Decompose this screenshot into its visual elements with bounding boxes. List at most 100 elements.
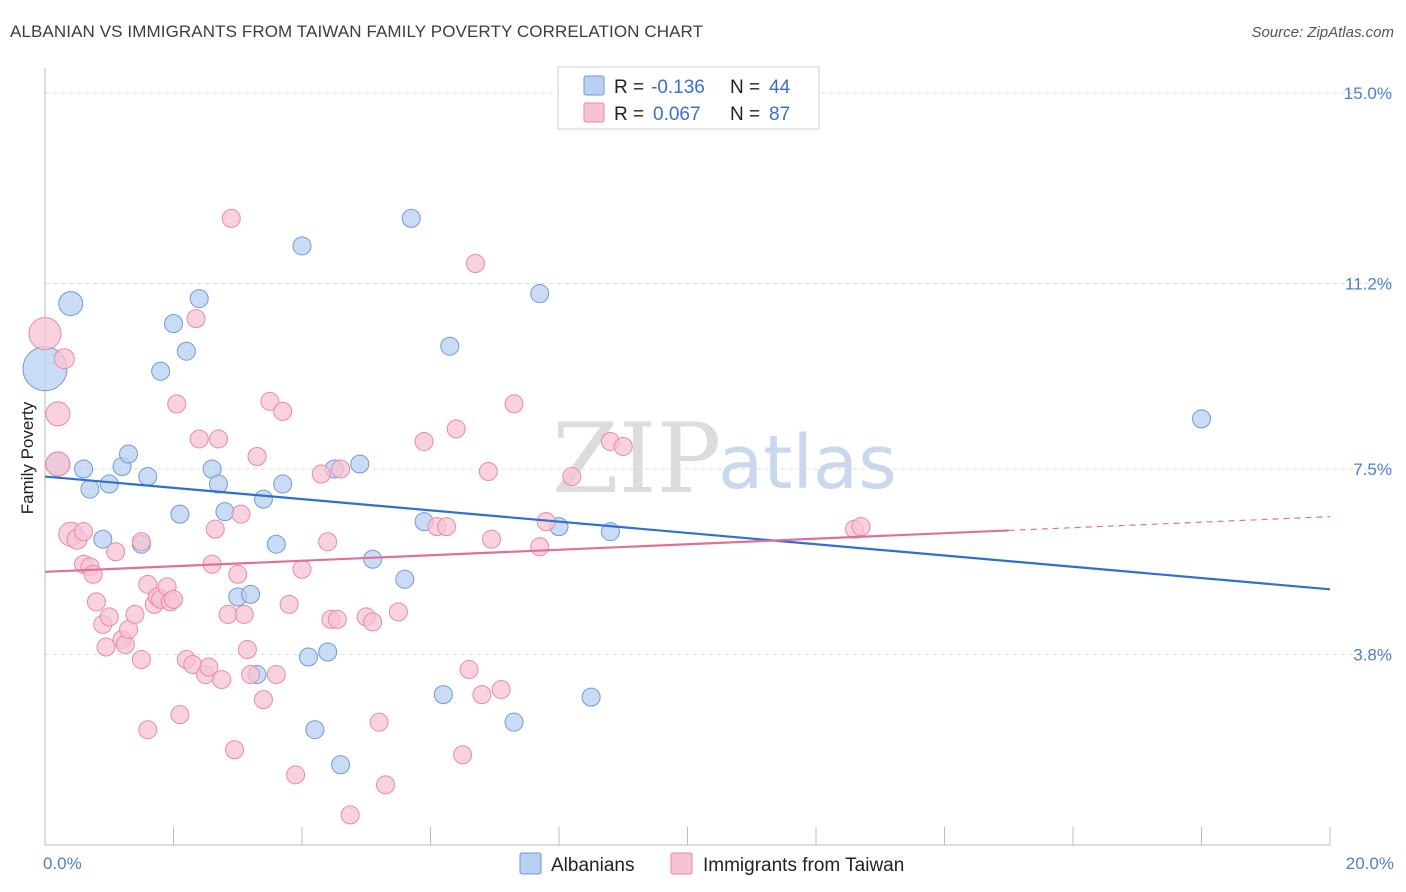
point-taiwan-86 — [851, 517, 871, 537]
point-taiwan-12 — [96, 637, 116, 657]
legend-n-label-2: N = — [730, 104, 760, 125]
y-tick-label-3: 15.0% — [1344, 84, 1392, 103]
point-albanians-26 — [298, 647, 318, 667]
point-taiwan-65 — [369, 712, 389, 732]
point-taiwan-21 — [138, 574, 158, 594]
point-albanians-4 — [80, 479, 100, 499]
y-tick-label-0: 3.8% — [1353, 646, 1392, 665]
point-taiwan-79 — [504, 394, 524, 414]
point-taiwan-1 — [45, 401, 71, 427]
point-albanians-38 — [504, 712, 524, 732]
point-taiwan-6 — [74, 522, 94, 542]
point-taiwan-49 — [247, 446, 267, 466]
point-taiwan-67 — [388, 602, 408, 622]
point-taiwan-56 — [292, 559, 312, 579]
point-taiwan-71 — [446, 419, 466, 439]
point-taiwan-48 — [241, 665, 261, 685]
chart-title: ALBANIAN VS IMMIGRANTS FROM TAIWAN FAMIL… — [10, 22, 704, 41]
point-taiwan-70 — [437, 517, 457, 537]
bottom-legend-swatch-albanians — [519, 852, 542, 875]
watermark: ZIP atlas — [552, 403, 897, 515]
point-taiwan-55 — [286, 765, 306, 785]
point-albanians-30 — [350, 454, 370, 474]
point-taiwan-58 — [318, 532, 338, 552]
x-tick-labels: 0.0% 20.0% — [43, 854, 1394, 873]
legend-r-label-1: R = — [614, 77, 644, 98]
point-taiwan-44 — [228, 564, 248, 584]
watermark-atlas: atlas — [718, 420, 897, 506]
point-taiwan-45 — [231, 504, 251, 524]
point-taiwan-41 — [218, 604, 238, 624]
trend-line-taiwan-extension — [1008, 516, 1331, 532]
point-taiwan-54 — [279, 594, 299, 614]
point-taiwan-38 — [205, 519, 225, 539]
point-taiwan-62 — [340, 805, 360, 825]
point-taiwan-3 — [53, 348, 75, 370]
point-taiwan-75 — [472, 685, 492, 705]
point-albanians-3 — [74, 459, 94, 479]
bottom-legend-label-taiwan: Immigrants from Taiwan — [703, 855, 904, 876]
point-albanians-25 — [292, 236, 312, 256]
point-taiwan-76 — [478, 462, 498, 482]
point-taiwan-73 — [459, 660, 479, 680]
point-albanians-20 — [273, 474, 293, 494]
watermark-zip: ZIP — [552, 403, 721, 515]
point-albanians-28 — [318, 642, 338, 662]
data-points — [22, 208, 1211, 825]
point-taiwan-61 — [331, 459, 351, 479]
point-taiwan-10 — [86, 592, 106, 612]
point-taiwan-77 — [482, 529, 502, 549]
correlation-legend: R = -0.136 N = 44 R = 0.067 N = 87 — [557, 66, 820, 130]
point-taiwan-0 — [28, 317, 62, 351]
legend-swatch-albanians — [583, 75, 605, 96]
point-albanians-27 — [305, 720, 325, 740]
point-taiwan-72 — [453, 745, 473, 765]
legend-n-label-1: N = — [730, 77, 760, 98]
point-albanians-34 — [401, 208, 421, 228]
point-albanians-5 — [99, 474, 119, 494]
legend-swatch-taiwan — [583, 102, 605, 123]
x-tick-label-1: 20.0% — [1346, 854, 1394, 873]
point-albanians-36 — [433, 685, 453, 705]
trend-lines — [44, 475, 1331, 591]
point-albanians-43 — [1192, 409, 1211, 429]
point-albanians-11 — [151, 361, 171, 381]
legend-n-value-1: 44 — [769, 77, 791, 98]
point-albanians-32 — [363, 549, 383, 569]
y-tick-label-2: 11.2% — [1345, 275, 1392, 294]
point-albanians-18 — [215, 502, 235, 522]
point-albanians-7 — [119, 444, 139, 464]
point-albanians-12 — [164, 314, 183, 334]
point-taiwan-53 — [273, 401, 293, 421]
point-albanians-13 — [176, 341, 196, 361]
point-taiwan-13 — [99, 607, 119, 627]
legend-n-value-2: 87 — [769, 104, 790, 125]
bottom-legend-label-albanians: Albanians — [551, 855, 634, 876]
point-taiwan-84 — [613, 436, 633, 456]
point-albanians-17 — [208, 474, 228, 494]
x-tick-label-0: 0.0% — [43, 854, 82, 873]
point-albanians-9 — [93, 529, 113, 549]
legend-r-value-2: 0.067 — [653, 104, 701, 125]
point-taiwan-30 — [170, 705, 190, 725]
point-taiwan-43 — [225, 740, 245, 760]
point-taiwan-2 — [45, 451, 71, 477]
point-taiwan-29 — [167, 394, 187, 414]
point-taiwan-60 — [327, 609, 347, 629]
point-taiwan-47 — [237, 639, 257, 659]
series-taiwan — [28, 208, 871, 825]
point-taiwan-80 — [530, 537, 550, 557]
axes — [44, 68, 1331, 846]
point-taiwan-68 — [414, 431, 434, 451]
point-taiwan-20 — [131, 650, 151, 670]
point-taiwan-50 — [253, 690, 273, 710]
point-taiwan-82 — [562, 467, 582, 487]
point-albanians-37 — [440, 336, 460, 356]
point-taiwan-28 — [164, 589, 183, 609]
point-albanians-14 — [189, 289, 209, 309]
point-albanians-31 — [331, 755, 351, 775]
trend-line-taiwan — [44, 529, 1009, 573]
point-albanians-33 — [395, 569, 415, 589]
point-taiwan-52 — [266, 665, 286, 685]
